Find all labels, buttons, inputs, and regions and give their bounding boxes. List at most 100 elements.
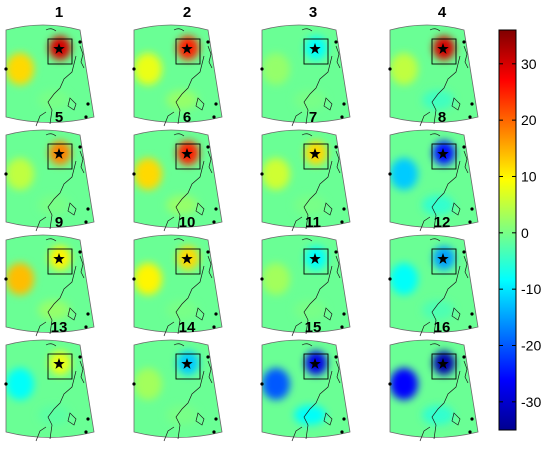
island-outline (67, 97, 77, 111)
map-boundary (261, 339, 351, 438)
island-outline (79, 255, 85, 279)
coastline (291, 426, 303, 442)
map-boundary (389, 24, 479, 123)
study-region-box (47, 38, 73, 65)
study-region-box (431, 248, 457, 275)
lake-outline (45, 238, 57, 242)
station-dot (260, 67, 264, 71)
station-dot (468, 220, 472, 224)
station-dot (206, 145, 210, 149)
coastline (291, 216, 303, 232)
lake-outline (429, 238, 441, 242)
coastline (431, 265, 461, 335)
station-dot (342, 312, 346, 316)
station-dot (132, 277, 136, 281)
station-dot (462, 355, 466, 359)
map-panel: 14 (132, 319, 223, 442)
panel-label: 13 (51, 319, 68, 336)
lake-outline (173, 238, 185, 242)
coastline (419, 426, 431, 442)
station-dot (470, 417, 474, 421)
coastline (303, 265, 333, 335)
coastline (47, 265, 77, 335)
station-dot (212, 220, 216, 224)
station-dot (470, 312, 474, 316)
west-anomaly (6, 368, 34, 400)
coastline (163, 111, 175, 127)
station-dot (86, 417, 90, 421)
star-marker (181, 253, 193, 264)
south-anomaly (422, 405, 454, 425)
anomaly-blobs (134, 36, 199, 110)
station-dot (334, 355, 338, 359)
island-outline (451, 307, 461, 321)
study-region-box (303, 38, 329, 65)
study-region-box (175, 353, 201, 380)
coastline (291, 321, 303, 337)
lake-outline (173, 28, 185, 32)
station-dot (342, 417, 346, 421)
map-boundary (133, 234, 223, 333)
coastline (47, 55, 77, 125)
map-field (262, 340, 350, 438)
map-boundary (261, 129, 351, 228)
station-dot (260, 277, 264, 281)
coastline (163, 426, 175, 442)
lake-outline (429, 28, 441, 32)
colorbar: 30 20 10 0 -10 -20 -30 (498, 29, 541, 431)
island-outline (323, 307, 333, 321)
map-boundary (133, 339, 223, 438)
island-outline (207, 255, 213, 279)
station-dot (214, 312, 218, 316)
station-dot (214, 207, 218, 211)
station-dot (342, 207, 346, 211)
station-dot (4, 172, 8, 176)
station-dot (388, 172, 392, 176)
west-anomaly (6, 158, 34, 190)
study-region-box (47, 143, 73, 170)
south-anomaly (38, 90, 70, 110)
lake-outline (45, 343, 57, 347)
coastline (419, 216, 431, 232)
south-anomaly (422, 300, 454, 320)
west-anomaly (134, 53, 162, 85)
coastline (47, 370, 77, 440)
star-marker (437, 253, 449, 264)
coastline (431, 55, 461, 125)
map-panel: 11 (260, 214, 351, 337)
station-dot (212, 325, 216, 329)
station-dot (86, 102, 90, 106)
lake-outline (301, 238, 313, 242)
map-panel: 16 (388, 319, 479, 442)
anomaly-blobs (390, 141, 455, 215)
station-dot (334, 145, 338, 149)
west-anomaly (390, 158, 418, 190)
station-dot (260, 172, 264, 176)
south-anomaly (422, 195, 454, 215)
island-outline (335, 255, 341, 279)
anomaly-blobs (262, 351, 327, 425)
island-outline (451, 412, 461, 426)
map-panel: 2 (132, 4, 223, 127)
island-outline (335, 45, 341, 69)
map-panel: 7 (260, 109, 351, 232)
lake-outline (429, 343, 441, 347)
map-panel: 6 (132, 109, 223, 232)
west-anomaly (262, 263, 290, 295)
map-panel: 10 (132, 214, 223, 337)
map-boundary (261, 234, 351, 333)
map-field (6, 25, 94, 123)
south-anomaly (294, 195, 326, 215)
island-outline (195, 307, 205, 321)
map-field (6, 340, 94, 438)
station-dot (340, 325, 344, 329)
station-dot (340, 220, 344, 224)
anomaly-blobs (134, 246, 199, 320)
station-dot (78, 40, 82, 44)
map-boundary (5, 234, 95, 333)
map-boundary (389, 129, 479, 228)
study-region-box (175, 143, 201, 170)
station-dot (132, 382, 136, 386)
west-anomaly (134, 158, 162, 190)
star-marker (437, 358, 449, 369)
